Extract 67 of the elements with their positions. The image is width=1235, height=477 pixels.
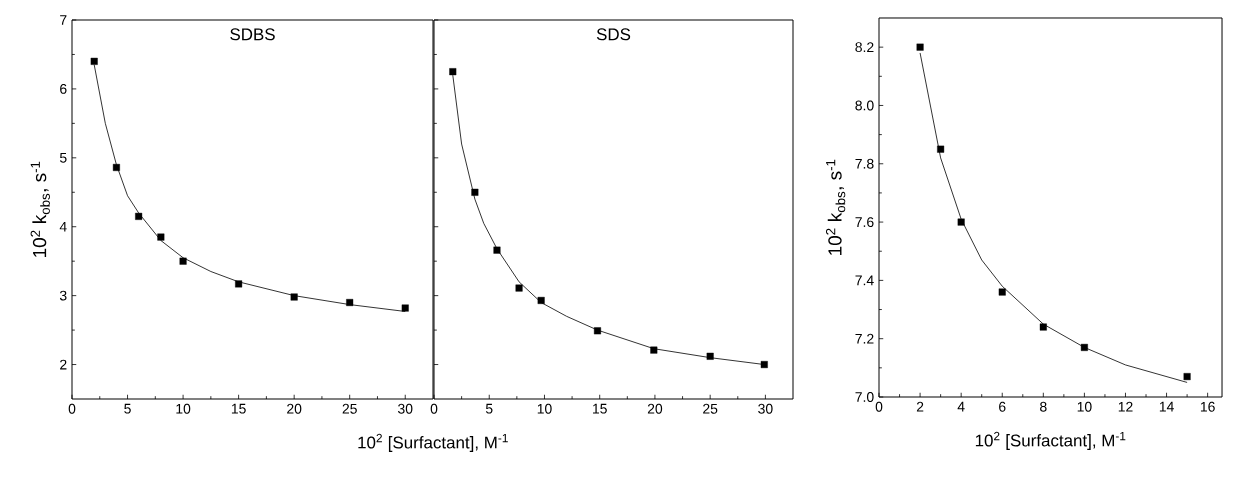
y-tick-label: 7.6: [855, 217, 874, 228]
x-tick-label: 2: [916, 401, 924, 412]
x-axis-title: 10$^{2}$ [Surfactant], M$^{-1}$: [975, 431, 1126, 450]
point: [471, 188, 479, 196]
x-tick-label: 0: [875, 401, 883, 412]
y-tick-label: 2: [60, 359, 67, 370]
x-tick-label: 14: [1159, 401, 1174, 412]
point: [706, 352, 714, 360]
x-tick-label: 10: [537, 403, 552, 414]
point: [593, 327, 601, 335]
x-tick-label: 20: [287, 403, 302, 414]
chart-title: SDS: [596, 28, 631, 41]
y-tick-label: 7.2: [855, 333, 874, 344]
x-tick-label: 16: [1200, 401, 1215, 412]
x-tick-label: 15: [231, 403, 246, 414]
y-tick-label: 5: [59, 152, 67, 163]
x-tick-label: 10: [176, 403, 191, 414]
y-axis-title: 10$^{2}$ k$_{obs}$, s$^{-1}$: [825, 159, 846, 255]
point: [235, 280, 243, 288]
y-tick-label: 6: [60, 83, 67, 94]
x-tick-label: 20: [647, 403, 663, 414]
point: [449, 68, 457, 76]
point: [135, 212, 143, 220]
point: [401, 304, 409, 312]
point: [1039, 323, 1047, 331]
point: [157, 233, 165, 241]
point: [1080, 343, 1088, 351]
y-tick-label: 8.2: [855, 42, 874, 53]
x-tick-label: 15: [593, 403, 607, 414]
x-tick-label: 0: [430, 403, 438, 414]
point: [493, 246, 501, 254]
y-tick-label: 3: [59, 290, 67, 301]
x-tick-label: 8: [1040, 401, 1047, 412]
chart-title: SDBS: [230, 28, 275, 41]
point: [112, 163, 120, 171]
point: [290, 293, 298, 301]
x-tick-label: 5: [485, 403, 493, 414]
x-tick-label: 30: [758, 403, 773, 414]
y-tick-label: 7: [60, 15, 67, 25]
x-tick-label: 25: [703, 403, 718, 414]
point: [1183, 373, 1191, 381]
point: [998, 288, 1006, 296]
point: [515, 284, 523, 292]
x-tick-label: 6: [999, 401, 1006, 412]
x-axis-title: 10$^{2}$ [Surfactant], M$^{-1}$: [358, 433, 508, 452]
point: [937, 145, 945, 153]
x-tick-label: 12: [1118, 401, 1133, 412]
point: [90, 57, 98, 65]
point: [650, 346, 658, 354]
y-tick-label: 4: [59, 221, 67, 232]
x-tick-label: 0: [68, 403, 76, 414]
x-tick-label: 10: [1077, 401, 1092, 412]
point: [346, 299, 354, 307]
point: [957, 218, 965, 226]
point: [179, 257, 187, 265]
x-tick-label: 30: [398, 403, 413, 414]
x-tick-label: 4: [957, 401, 965, 412]
point: [760, 361, 768, 369]
point: [916, 43, 924, 51]
y-tick-label: 7.4: [855, 275, 874, 286]
x-tick-label: 25: [342, 403, 357, 414]
y-tick-label: 7.0: [855, 392, 874, 402]
y-tick-label: 8.0: [855, 100, 874, 111]
y-tick-label: 7.8: [855, 158, 874, 169]
y-axis-title: 10$^{2}$ k$_{obs}$, s$^{-1}$: [30, 161, 50, 257]
x-tick-label: 5: [124, 403, 131, 414]
point: [537, 296, 545, 304]
